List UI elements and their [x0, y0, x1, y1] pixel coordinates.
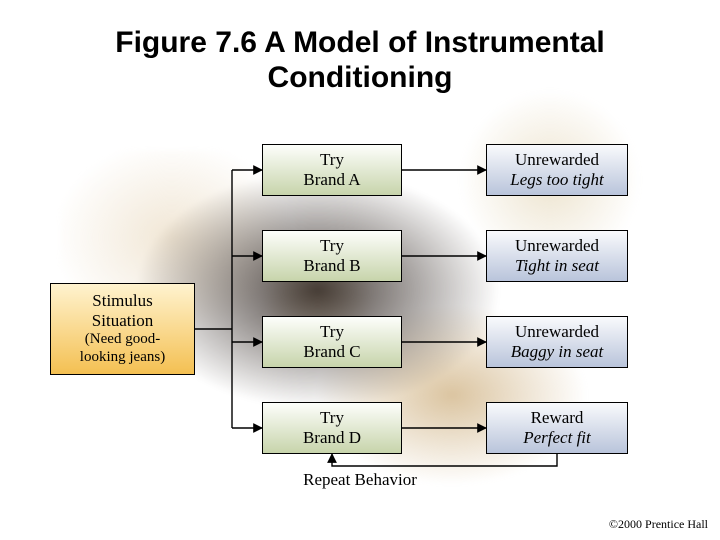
result-d-line1: Reward [531, 408, 584, 428]
try-c-line2: Brand C [303, 342, 360, 362]
result-a-line1: Unrewarded [515, 150, 599, 170]
result-c-line2: Baggy in seat [511, 342, 604, 362]
stimulus-sub: (Need good- looking jeans) [80, 331, 165, 366]
stimulus-line2: Situation [92, 311, 153, 331]
try-brand-a-box: Try Brand A [262, 144, 402, 196]
repeat-behavior-label: Repeat Behavior [0, 470, 720, 490]
try-a-line2: Brand A [303, 170, 360, 190]
result-a-box: Unrewarded Legs too tight [486, 144, 628, 196]
try-brand-c-box: Try Brand C [262, 316, 402, 368]
result-b-line1: Unrewarded [515, 236, 599, 256]
stimulus-line1: Stimulus [92, 291, 152, 311]
content-layer: Figure 7.6 A Model of Instrumental Condi… [0, 0, 720, 540]
try-d-line2: Brand D [303, 428, 361, 448]
slide: { "title": "Figure 7.6 A Model of Instru… [0, 0, 720, 540]
try-c-line1: Try [320, 322, 344, 342]
try-b-line1: Try [320, 236, 344, 256]
try-d-line1: Try [320, 408, 344, 428]
try-b-line2: Brand B [303, 256, 360, 276]
figure-title: Figure 7.6 A Model of Instrumental Condi… [0, 26, 720, 95]
result-c-line1: Unrewarded [515, 322, 599, 342]
result-a-line2: Legs too tight [510, 170, 604, 190]
result-d-line2: Perfect fit [523, 428, 591, 448]
result-b-box: Unrewarded Tight in seat [486, 230, 628, 282]
copyright-text: ©2000 Prentice Hall [609, 517, 708, 532]
result-d-box: Reward Perfect fit [486, 402, 628, 454]
result-c-box: Unrewarded Baggy in seat [486, 316, 628, 368]
result-b-line2: Tight in seat [515, 256, 599, 276]
try-brand-b-box: Try Brand B [262, 230, 402, 282]
try-a-line1: Try [320, 150, 344, 170]
try-brand-d-box: Try Brand D [262, 402, 402, 454]
stimulus-box: Stimulus Situation (Need good- looking j… [50, 283, 195, 375]
